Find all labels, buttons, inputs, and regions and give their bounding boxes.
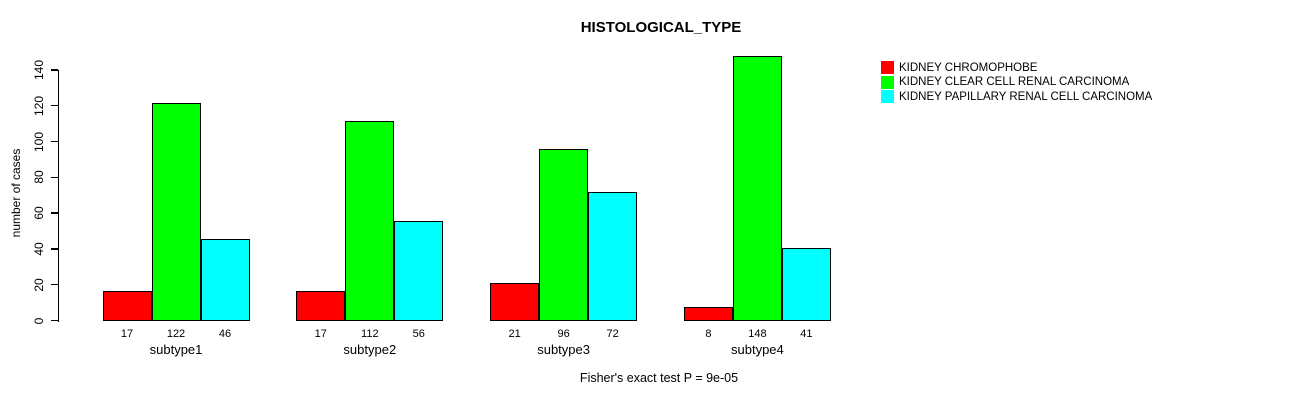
bar <box>200 238 250 321</box>
bar <box>394 220 444 321</box>
y-axis-tick <box>51 176 58 178</box>
x-axis-category-label: subtype1 <box>149 342 203 357</box>
y-axis-title: number of cases <box>9 148 23 238</box>
y-axis-tick-label: 80 <box>32 170 46 184</box>
bar <box>781 247 831 321</box>
legend-label: KIDNEY CLEAR CELL RENAL CARCINOMA <box>899 76 1130 88</box>
bar-value-label: 72 <box>606 328 619 340</box>
bar <box>539 148 589 321</box>
bar <box>102 290 152 321</box>
y-axis-tick <box>51 248 58 250</box>
y-axis-tick <box>51 319 58 322</box>
y-axis-tick <box>51 284 58 286</box>
bar-value-label: 8 <box>705 328 712 340</box>
legend-item: KIDNEY CHROMOPHOBE <box>881 61 1152 74</box>
bar <box>151 102 201 321</box>
y-axis-tick-label: 40 <box>32 242 46 256</box>
y-axis-tick <box>51 69 58 71</box>
x-axis-category-label: subtype2 <box>343 342 397 357</box>
y-axis-tick-label: 20 <box>32 278 46 292</box>
annotation-fisher-test: Fisher's exact test P = 9e-05 <box>579 371 739 385</box>
chart-title: HISTOLOGICAL_TYPE <box>580 19 742 36</box>
bar-value-label: 46 <box>218 328 232 340</box>
legend-label: KIDNEY CHROMOPHOBE <box>899 61 1038 74</box>
bar-value-label: 17 <box>314 328 327 340</box>
bar-value-label: 21 <box>508 328 521 340</box>
bar-value-label: 41 <box>800 328 813 340</box>
bar <box>490 282 540 321</box>
bar-value-label: 112 <box>361 328 379 340</box>
y-axis-tick <box>51 105 58 107</box>
bar-value-label: 96 <box>557 328 570 340</box>
y-axis-tick-label: 0 <box>32 317 46 324</box>
bar <box>296 290 346 321</box>
x-axis-category-label: subtype4 <box>731 342 784 357</box>
bar <box>683 306 733 321</box>
bar <box>588 191 638 321</box>
bar-value-label: 56 <box>412 328 425 340</box>
y-axis-tick-label: 140 <box>32 59 46 80</box>
y-axis-tick <box>51 212 58 214</box>
bar-value-label: 122 <box>166 328 186 340</box>
legend-item: KIDNEY CLEAR CELL RENAL CARCINOMA <box>881 75 1152 89</box>
y-axis-tick <box>51 140 58 143</box>
legend-swatch <box>881 61 894 74</box>
legend: KIDNEY CHROMOPHOBE KIDNEY CLEAR CELL RENA… <box>881 61 1152 103</box>
y-axis-tick-label: 120 <box>32 95 46 116</box>
bar <box>732 55 782 321</box>
bar-value-label: 17 <box>120 328 134 340</box>
legend-label: KIDNEY PAPILLARY RENAL CELL CARCINOMA <box>899 90 1153 103</box>
legend-swatch <box>881 75 894 89</box>
x-axis-category-label: subtype3 <box>537 342 590 357</box>
y-axis-tick-label: 100 <box>32 131 46 152</box>
legend-swatch <box>881 90 894 103</box>
bar <box>345 120 395 321</box>
bar-value-label: 148 <box>748 328 767 340</box>
legend-item: KIDNEY PAPILLARY RENAL CELL CARCINOMA <box>881 90 1152 103</box>
y-axis-line <box>58 69 60 322</box>
y-axis-tick-label: 60 <box>32 206 46 220</box>
